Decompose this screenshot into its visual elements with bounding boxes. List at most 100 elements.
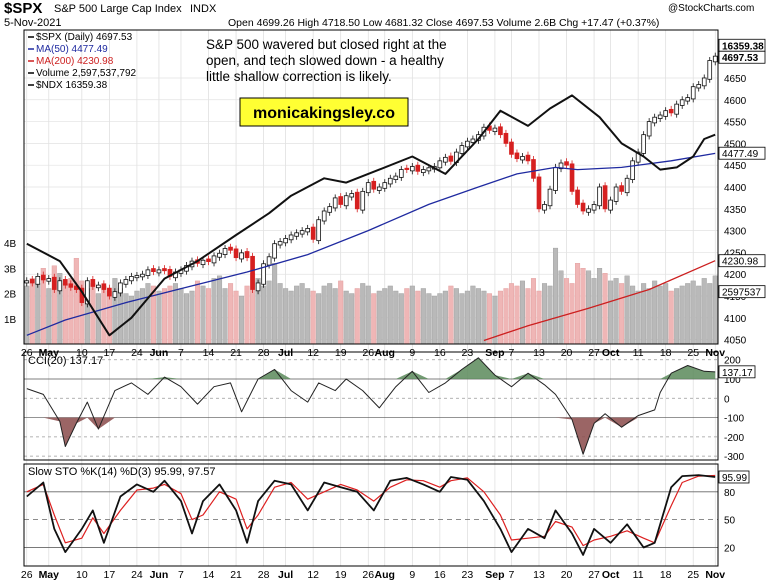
sto-tick-label: 20 bbox=[724, 543, 736, 554]
volume-bar bbox=[294, 285, 300, 345]
volume-bar bbox=[332, 288, 338, 345]
volume-bar bbox=[233, 290, 239, 345]
volume-bar bbox=[415, 290, 421, 345]
candle-body bbox=[547, 188, 553, 207]
volume-bar bbox=[321, 285, 327, 345]
volume-bar bbox=[217, 275, 223, 345]
candle-body bbox=[112, 291, 118, 298]
candle-body bbox=[707, 60, 713, 80]
cci-fill-negative bbox=[43, 417, 639, 455]
volume-bar bbox=[376, 290, 382, 345]
volume-bar bbox=[354, 288, 360, 345]
volume-bar bbox=[178, 288, 184, 345]
candle-body bbox=[40, 274, 46, 281]
volume-bar bbox=[272, 263, 278, 345]
x-tick-label: Sep bbox=[485, 347, 504, 359]
volume-bar bbox=[657, 285, 663, 345]
candle-body bbox=[619, 185, 624, 192]
candle-body bbox=[690, 86, 696, 100]
candle-body bbox=[46, 278, 52, 282]
y-tick-label: 4650 bbox=[724, 74, 747, 85]
volume-bar bbox=[139, 288, 145, 345]
candle-body bbox=[222, 248, 228, 255]
value-tag-text: 2597537 bbox=[722, 288, 761, 299]
candle-body bbox=[376, 186, 382, 191]
volume-bar bbox=[101, 285, 107, 345]
candle-body bbox=[398, 169, 404, 178]
cci-tick-label: 0 bbox=[724, 394, 730, 405]
volume-bar bbox=[475, 288, 481, 345]
candle-body bbox=[630, 160, 635, 180]
volume-bar bbox=[679, 285, 685, 345]
volume-bar bbox=[536, 290, 542, 345]
candle-body bbox=[360, 190, 366, 211]
candle-body bbox=[288, 234, 294, 241]
volume-tick-label: 3B bbox=[4, 264, 17, 275]
volume-bar bbox=[503, 288, 509, 345]
candle-body bbox=[338, 196, 344, 205]
cci-tag-text: 137.17 bbox=[722, 368, 753, 379]
volume-bar bbox=[382, 288, 388, 345]
x-tick-label: 24 bbox=[131, 569, 143, 581]
candle-body bbox=[531, 159, 536, 179]
volume-bar bbox=[635, 290, 641, 345]
volume-bar bbox=[663, 283, 669, 345]
candle-body bbox=[211, 255, 217, 264]
volume-bar bbox=[404, 288, 410, 345]
volume-bar bbox=[299, 283, 305, 345]
x-tick-label: 7 bbox=[509, 347, 515, 359]
volume-bar bbox=[156, 290, 162, 345]
x-tick-label: 24 bbox=[131, 347, 143, 359]
x-tick-label: 11 bbox=[633, 569, 644, 581]
candle-body bbox=[51, 276, 57, 290]
volume-bar bbox=[310, 290, 316, 345]
candle-body bbox=[90, 279, 96, 287]
annotation-line: open, and tech slowed down - a healthy bbox=[206, 53, 444, 68]
candle-body bbox=[101, 283, 107, 290]
volume-bar bbox=[167, 285, 173, 345]
volume-bar bbox=[371, 293, 377, 345]
candle-body bbox=[332, 197, 338, 209]
volume-bar bbox=[277, 283, 283, 345]
cci-line bbox=[26, 357, 716, 455]
volume-bar bbox=[123, 293, 129, 345]
x-tick-label: 19 bbox=[335, 347, 347, 359]
volume-bar bbox=[420, 288, 426, 345]
candle-body bbox=[145, 269, 151, 276]
volume-bar bbox=[409, 285, 415, 345]
candle-body bbox=[327, 206, 333, 213]
candle-body bbox=[448, 155, 454, 162]
x-tick-label: 7 bbox=[178, 569, 184, 581]
candle-body bbox=[696, 84, 702, 89]
x-tick-label: 16 bbox=[434, 569, 446, 581]
cci-tick-label: -300 bbox=[724, 452, 744, 463]
volume-bar bbox=[646, 288, 652, 345]
volume-bar bbox=[707, 283, 713, 345]
candle-body bbox=[492, 127, 498, 133]
volume-bar bbox=[696, 285, 702, 345]
candle-body bbox=[310, 226, 316, 240]
legend-entry: $SPX (Daily) 4697.53 bbox=[36, 32, 133, 43]
candle-body bbox=[217, 252, 222, 258]
volume-bar bbox=[244, 285, 250, 345]
value-tag-text: 4697.53 bbox=[722, 53, 759, 64]
x-tick-label: May bbox=[39, 569, 60, 581]
ndx-line bbox=[26, 94, 716, 337]
x-tick-label: 28 bbox=[258, 347, 270, 359]
candle-body bbox=[591, 204, 597, 211]
volume-bar bbox=[211, 278, 217, 345]
volume-bar bbox=[453, 288, 459, 345]
candle-body bbox=[536, 176, 542, 210]
annotation-line: S&P 500 wavered but closed right at the bbox=[206, 37, 447, 52]
candle-body bbox=[437, 160, 443, 169]
x-tick-label: 27 bbox=[588, 569, 600, 581]
volume-bar bbox=[575, 263, 581, 345]
x-tick-label: 9 bbox=[409, 347, 415, 359]
x-tick-label: 20 bbox=[561, 569, 573, 581]
candle-body bbox=[443, 156, 448, 163]
sto-k-line bbox=[26, 474, 716, 556]
candle-body bbox=[239, 252, 244, 260]
volume-bar bbox=[206, 288, 212, 345]
candle-body bbox=[29, 279, 35, 284]
